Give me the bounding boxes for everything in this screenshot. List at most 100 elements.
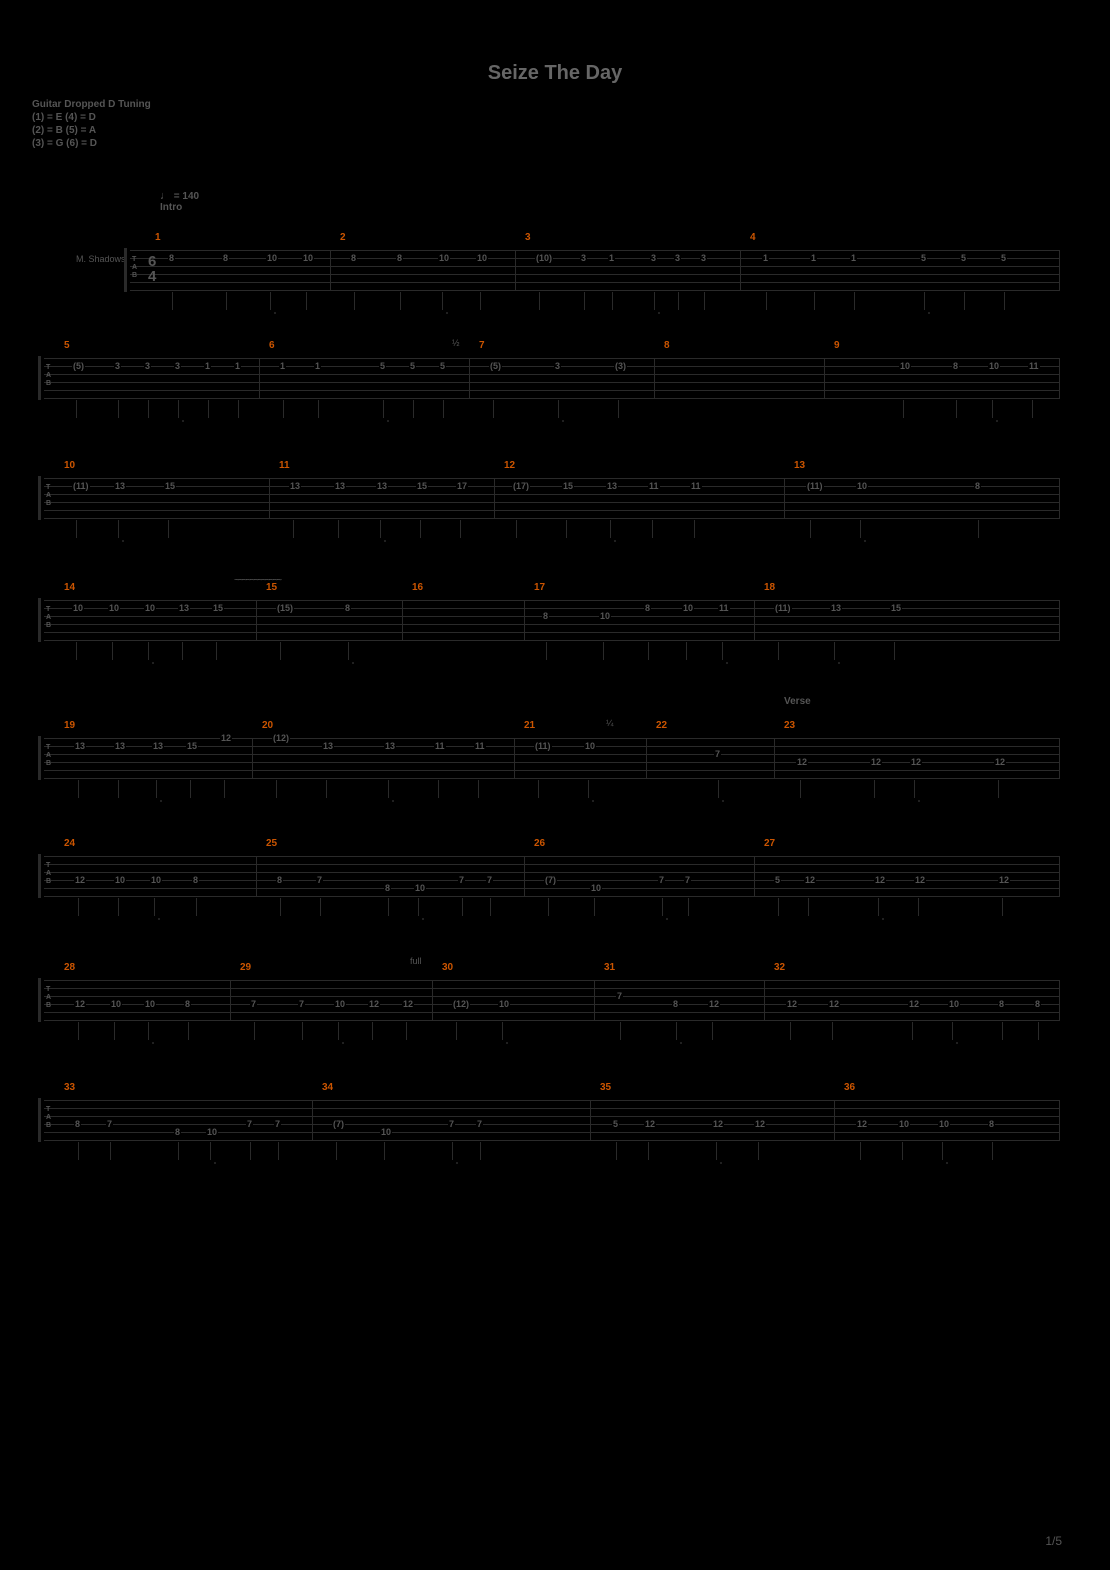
measure-number: 27: [764, 838, 775, 849]
fret-number: (15): [276, 603, 294, 613]
fret-number: 3: [144, 361, 151, 371]
measure-number: 11: [279, 460, 290, 471]
fret-number: 8: [192, 875, 199, 885]
fret-number: 15: [562, 481, 574, 491]
fret-number: 10: [302, 253, 314, 263]
fret-number: 7: [106, 1119, 113, 1129]
song-title: Seize The Day: [488, 62, 623, 85]
fret-number: 7: [684, 875, 691, 885]
tempo-marking: ♩ = 140: [160, 190, 199, 202]
track-name: M. Shadows: [76, 254, 126, 264]
fret-number: 7: [458, 875, 465, 885]
fret-number: 12: [914, 875, 926, 885]
fret-number: 13: [606, 481, 618, 491]
fret-number: (11): [806, 481, 824, 491]
fret-number: 7: [298, 999, 305, 1009]
fret-number: 10: [898, 1119, 910, 1129]
fret-number: 12: [998, 875, 1010, 885]
fret-number: 15: [212, 603, 224, 613]
measure-number: 3: [525, 232, 531, 243]
measure-number: 8: [664, 340, 670, 351]
measure-number: 7: [479, 340, 485, 351]
fret-number: 10: [144, 999, 156, 1009]
fret-number: 11: [690, 481, 702, 491]
fret-number: 10: [380, 1127, 392, 1137]
fret-number: 13: [322, 741, 334, 751]
fret-number: 8: [384, 883, 391, 893]
fret-number: 13: [334, 481, 346, 491]
bend-annotation: ¼: [606, 718, 614, 728]
fret-number: 13: [178, 603, 190, 613]
fret-number: 8: [542, 611, 549, 621]
time-signature: 64: [148, 254, 156, 284]
measure-number: 14: [64, 582, 75, 593]
fret-number: 8: [174, 1127, 181, 1137]
fret-number: 8: [222, 253, 229, 263]
fret-number: 12: [368, 999, 380, 1009]
fret-number: 12: [828, 999, 840, 1009]
measure-number: 21: [524, 720, 535, 731]
measure-number: 17: [534, 582, 545, 593]
fret-number: 12: [994, 757, 1006, 767]
fret-number: 13: [74, 741, 86, 751]
fret-number: 13: [289, 481, 301, 491]
measure-number: 19: [64, 720, 75, 731]
fret-number: 12: [910, 757, 922, 767]
fret-number: 7: [714, 749, 721, 759]
fret-number: 12: [786, 999, 798, 1009]
fret-number: 13: [114, 741, 126, 751]
tuning-line: (3) = G (6) = D: [32, 137, 151, 150]
fret-number: 12: [796, 757, 808, 767]
fret-number: 1: [850, 253, 857, 263]
fret-number: 10: [599, 611, 611, 621]
fret-number: (3): [614, 361, 627, 371]
fret-number: 8: [672, 999, 679, 1009]
measure-number: 25: [266, 838, 277, 849]
measure-number: 16: [412, 582, 423, 593]
measure-number: 6: [269, 340, 275, 351]
fret-number: 5: [920, 253, 927, 263]
measure-number: 24: [64, 838, 75, 849]
fret-number: 5: [1000, 253, 1007, 263]
fret-number: 13: [384, 741, 396, 751]
measure-number: 5: [64, 340, 70, 351]
fret-number: 5: [612, 1119, 619, 1129]
measure-number: 29: [240, 962, 251, 973]
tab-clef: TAB: [46, 484, 51, 508]
fret-number: 10: [206, 1127, 218, 1137]
measure-number: 30: [442, 962, 453, 973]
tab-clef: TAB: [46, 862, 51, 886]
fret-number: 12: [856, 1119, 868, 1129]
fret-number: 8: [952, 361, 959, 371]
fret-number: 1: [234, 361, 241, 371]
fret-number: 12: [74, 999, 86, 1009]
fret-number: 12: [708, 999, 720, 1009]
fret-number: 7: [476, 1119, 483, 1129]
measure-number: 2: [340, 232, 346, 243]
fret-number: 12: [874, 875, 886, 885]
fret-number: 1: [204, 361, 211, 371]
fret-number: 12: [644, 1119, 656, 1129]
fret-number: (7): [332, 1119, 345, 1129]
section-intro: Intro: [160, 202, 182, 213]
fret-number: 10: [110, 999, 122, 1009]
tuning-line: (2) = B (5) = A: [32, 124, 151, 137]
fret-number: 8: [276, 875, 283, 885]
fret-number: 5: [439, 361, 446, 371]
section-verse: Verse: [784, 696, 811, 707]
fret-number: 15: [164, 481, 176, 491]
fret-number: 13: [114, 481, 126, 491]
fret-number: 15: [186, 741, 198, 751]
fret-number: 15: [416, 481, 428, 491]
fret-number: 10: [438, 253, 450, 263]
fret-number: (11): [534, 741, 552, 751]
fret-number: 5: [409, 361, 416, 371]
fret-number: (10): [535, 253, 553, 263]
fret-number: (5): [72, 361, 85, 371]
fret-number: 7: [448, 1119, 455, 1129]
fret-number: 12: [804, 875, 816, 885]
fret-number: 10: [266, 253, 278, 263]
fret-number: 7: [316, 875, 323, 885]
measure-number: 31: [604, 962, 615, 973]
fret-number: 10: [856, 481, 868, 491]
